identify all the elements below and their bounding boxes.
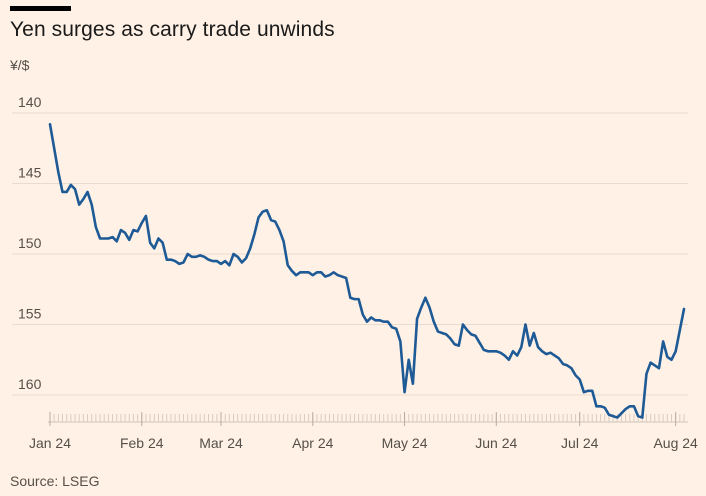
series-group [48, 122, 686, 419]
x-tick-label: Jan 24 [29, 435, 71, 451]
gridlines [12, 112, 688, 423]
x-tick-label: Aug 24 [653, 435, 698, 451]
x-tick-label: May 24 [382, 435, 428, 451]
y-tick-label: 150 [18, 235, 42, 251]
brand-bar [10, 6, 71, 11]
x-tick-label: Jun 24 [475, 435, 517, 451]
y-tick-label: 155 [18, 306, 42, 322]
source-note: Source: LSEG [10, 473, 100, 489]
y-axis-unit: ¥/$ [10, 57, 30, 73]
line-chart: 140 145 150 155 160 Jan 24 Feb 24 Mar 24 Apr 24… [12, 94, 698, 451]
x-tick-label: Apr 24 [292, 435, 333, 451]
y-tick-label: 160 [18, 376, 42, 392]
x-axis: Jan 24 Feb 24 Mar 24 Apr 24 May 24 Jun 24 Jul … [29, 412, 698, 451]
series-line [48, 122, 686, 419]
x-tick-label: Mar 24 [199, 435, 243, 451]
y-axis: 140 145 150 155 160 [18, 94, 42, 392]
x-tick-label: Jul 24 [561, 435, 599, 451]
chart-title: Yen surges as carry trade unwinds [10, 18, 335, 41]
y-tick-label: 140 [18, 94, 42, 110]
x-tick-label: Feb 24 [120, 435, 164, 451]
x-axis-minor-ticks [49, 414, 685, 422]
y-tick-label: 145 [18, 165, 42, 181]
